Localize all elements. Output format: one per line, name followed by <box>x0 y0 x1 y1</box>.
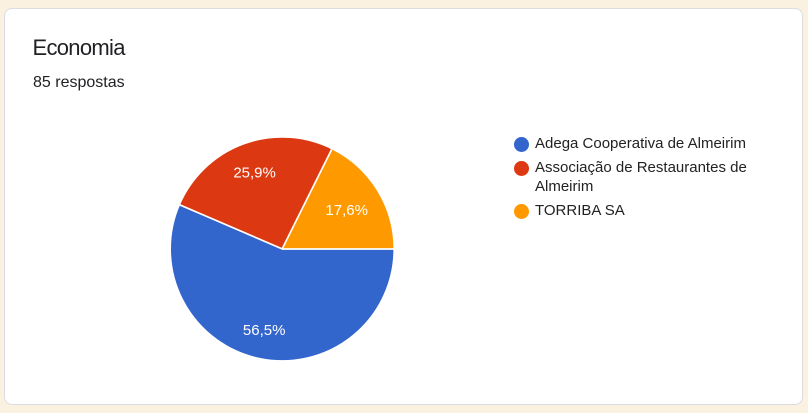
svg-text:17,6%: 17,6% <box>325 202 368 219</box>
svg-text:56,5%: 56,5% <box>243 322 286 339</box>
svg-text:25,9%: 25,9% <box>233 165 276 182</box>
